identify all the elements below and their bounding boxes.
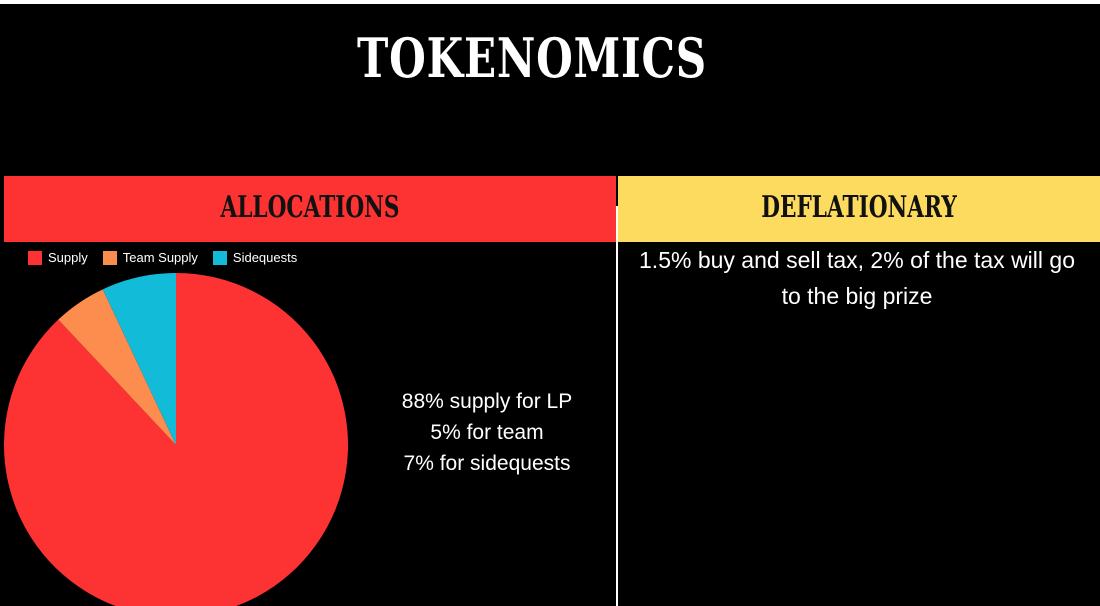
deflationary-heading: DEFLATIONARY — [761, 190, 957, 225]
page-title: TOKENOMICS — [356, 26, 708, 90]
pie-slice-team-supply — [58, 289, 176, 445]
legend-swatch-supply — [28, 250, 42, 265]
legend-label-sidequests: Sidequests — [232, 250, 298, 265]
allocation-line-lp: 88% supply for LP — [401, 390, 573, 413]
deflationary-description: 1.5% buy and sell tax, 2% of the tax wil… — [639, 247, 1075, 309]
deflationary-header: DEFLATIONARY — [618, 176, 1100, 242]
allocation-pie-chart — [4, 273, 349, 606]
pie-slice-sidequests — [102, 273, 176, 445]
column-divider — [616, 206, 618, 606]
allocation-line-sidequests: 7% for sidequests — [403, 452, 571, 475]
allocations-header: ALLOCATIONS — [4, 176, 616, 242]
top-border — [0, 0, 1100, 4]
allocation-line-team: 5% for team — [430, 421, 544, 444]
legend-label-supply: Supply — [48, 250, 88, 265]
allocation-summary: 88% supply for LP 5% for team 7% for sid… — [370, 386, 604, 479]
legend-item-sidequests: Sidequests — [212, 250, 298, 265]
legend-swatch-team-supply — [102, 250, 117, 265]
legend-item-supply: Supply — [28, 250, 88, 265]
legend-label-team-supply: Team Supply — [122, 250, 198, 265]
legend-swatch-sidequests — [212, 250, 227, 265]
pie-legend: Supply Team Supply Sidequests — [28, 250, 312, 265]
legend-item-team-supply: Team Supply — [102, 250, 198, 265]
pie-slice-supply — [4, 273, 349, 606]
allocations-heading: ALLOCATIONS — [220, 190, 400, 225]
